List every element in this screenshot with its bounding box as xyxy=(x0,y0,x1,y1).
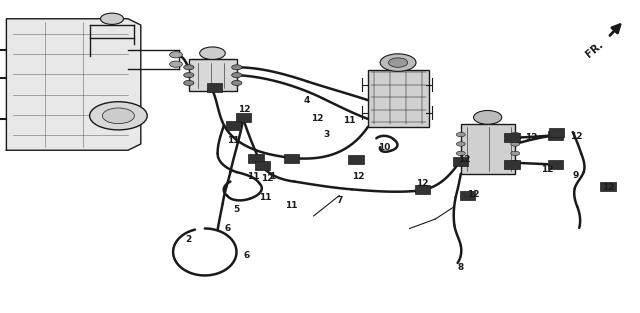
Bar xyxy=(548,160,563,169)
Text: 5: 5 xyxy=(234,205,240,214)
Text: 12: 12 xyxy=(525,133,538,142)
Circle shape xyxy=(232,80,242,85)
Bar xyxy=(549,128,564,136)
Circle shape xyxy=(184,80,194,85)
Circle shape xyxy=(232,65,242,70)
Text: 12: 12 xyxy=(570,132,582,141)
Circle shape xyxy=(102,108,134,124)
Circle shape xyxy=(170,52,182,58)
Bar xyxy=(504,133,520,142)
Text: 6: 6 xyxy=(243,251,250,259)
Bar xyxy=(415,186,430,194)
Circle shape xyxy=(511,142,520,146)
Circle shape xyxy=(388,58,408,67)
Text: 12: 12 xyxy=(238,105,251,114)
Text: 12: 12 xyxy=(602,183,614,192)
Text: 7: 7 xyxy=(336,196,342,205)
Circle shape xyxy=(511,151,520,156)
Text: 11: 11 xyxy=(342,116,355,125)
Circle shape xyxy=(184,65,194,70)
Circle shape xyxy=(456,132,465,137)
Bar xyxy=(248,154,264,162)
Circle shape xyxy=(170,61,182,67)
Circle shape xyxy=(456,142,465,146)
Bar xyxy=(348,155,364,164)
Circle shape xyxy=(380,54,416,71)
Circle shape xyxy=(474,110,502,124)
Circle shape xyxy=(184,73,194,78)
Text: 8: 8 xyxy=(458,263,464,272)
Text: 12: 12 xyxy=(311,115,324,123)
Text: 11: 11 xyxy=(285,201,298,209)
Text: 2: 2 xyxy=(186,235,192,244)
Text: 9: 9 xyxy=(573,171,579,180)
Bar xyxy=(461,124,515,174)
Circle shape xyxy=(200,47,225,59)
Text: 12: 12 xyxy=(467,190,480,198)
Polygon shape xyxy=(6,19,141,150)
Text: 12: 12 xyxy=(261,174,274,183)
Circle shape xyxy=(511,161,520,165)
Circle shape xyxy=(100,13,124,24)
Circle shape xyxy=(232,73,242,78)
Circle shape xyxy=(511,132,520,137)
Bar xyxy=(368,70,429,127)
Bar xyxy=(207,83,222,92)
Text: 12: 12 xyxy=(541,165,554,173)
Text: 12: 12 xyxy=(416,179,429,187)
Text: 4: 4 xyxy=(304,96,310,105)
Bar xyxy=(255,162,270,170)
Text: 1: 1 xyxy=(269,172,275,181)
Text: 11: 11 xyxy=(227,136,240,145)
Text: 6: 6 xyxy=(224,224,230,233)
Bar xyxy=(284,154,299,162)
Bar xyxy=(504,160,520,169)
Bar xyxy=(189,59,237,91)
Circle shape xyxy=(456,161,465,165)
Text: 11: 11 xyxy=(259,193,272,202)
Bar xyxy=(460,191,475,200)
Text: 12: 12 xyxy=(352,172,365,181)
Bar xyxy=(600,182,616,191)
Circle shape xyxy=(90,102,147,130)
Text: 11: 11 xyxy=(246,172,259,181)
Bar xyxy=(226,121,241,130)
Text: 3: 3 xyxy=(323,130,330,139)
Text: 12: 12 xyxy=(458,155,471,164)
Text: 10: 10 xyxy=(378,143,390,151)
Bar xyxy=(236,113,251,122)
Bar xyxy=(548,131,563,140)
Bar xyxy=(453,157,468,166)
Circle shape xyxy=(456,151,465,156)
Text: FR.: FR. xyxy=(584,39,605,59)
